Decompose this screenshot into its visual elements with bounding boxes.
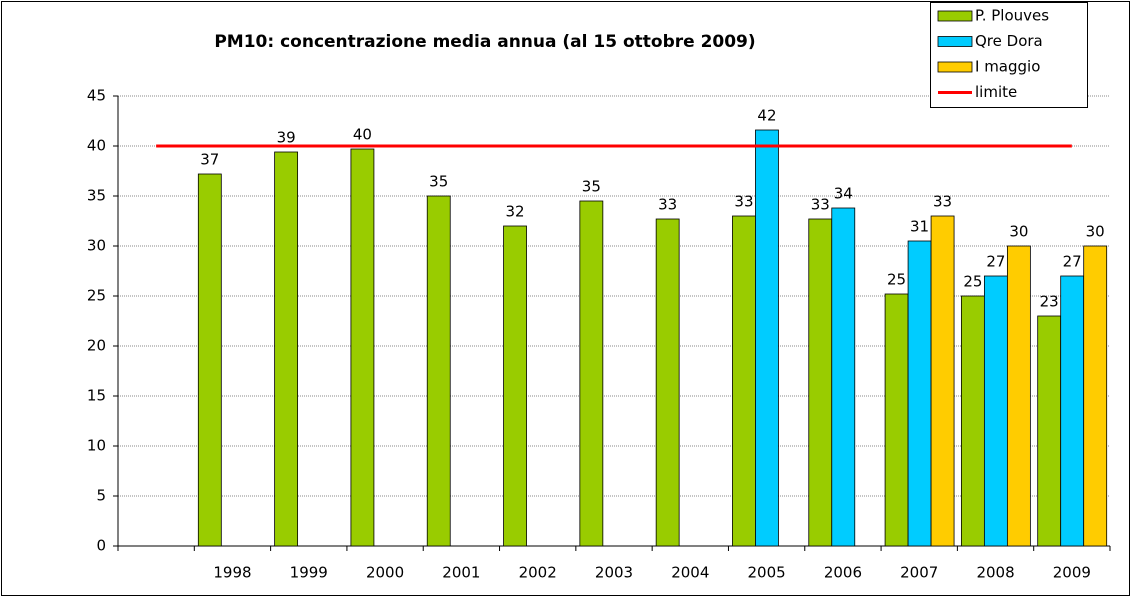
data-label: 35: [429, 173, 448, 191]
data-label: 40: [353, 126, 372, 144]
legend-label: P. Plouves: [975, 7, 1049, 25]
y-tick-label: 40: [87, 137, 106, 155]
data-label: 25: [963, 273, 982, 291]
x-tick-label: 2006: [824, 564, 862, 582]
bar: [960, 295, 985, 547]
data-label: 33: [933, 193, 952, 211]
bar: [655, 218, 680, 547]
x-tick-label: 2004: [671, 564, 709, 582]
bar: [197, 173, 222, 547]
bar: [426, 195, 451, 547]
bar: [983, 275, 1008, 547]
bar: [755, 129, 779, 547]
x-tick-label: 1998: [213, 564, 251, 582]
y-tick-label: 25: [87, 287, 106, 305]
bar: [907, 240, 932, 547]
bar: [831, 207, 856, 547]
data-label: 30: [1009, 223, 1028, 241]
data-label: 42: [757, 107, 776, 125]
y-tick-label: 0: [96, 537, 106, 555]
data-label: 23: [1040, 293, 1059, 311]
legend-swatch: [937, 10, 973, 22]
legend-swatch: [937, 36, 973, 47]
legend-label: limite: [975, 83, 1017, 101]
x-tick-label: 2002: [519, 564, 557, 582]
x-tick-label: 2005: [748, 564, 786, 582]
bar: [884, 293, 909, 547]
bar: [1060, 275, 1085, 547]
y-tick-label: 35: [87, 187, 106, 205]
chart-title: PM10: concentrazione media annua (al 15 …: [214, 32, 755, 52]
bar: [1006, 245, 1031, 547]
x-tick-label: 2003: [595, 564, 633, 582]
bar: [1083, 245, 1108, 547]
legend-swatch: [937, 61, 973, 73]
data-label: 32: [505, 203, 524, 221]
data-label: 35: [582, 178, 601, 196]
x-tick-label: 2001: [442, 564, 480, 582]
data-label: 27: [986, 253, 1005, 271]
data-label: 30: [1086, 223, 1105, 241]
legend-label: I maggio: [975, 58, 1040, 76]
y-tick-label: 5: [96, 487, 106, 505]
y-tick-label: 15: [87, 387, 106, 405]
data-label: 33: [811, 196, 830, 214]
bar: [274, 151, 299, 547]
bar: [350, 148, 375, 547]
data-label: 31: [910, 218, 929, 236]
bar: [1037, 315, 1062, 547]
legend-label: Qre Dora: [975, 32, 1043, 50]
x-tick-label: 2008: [976, 564, 1014, 582]
y-tick-label: 45: [87, 87, 106, 105]
bar: [732, 215, 756, 547]
y-tick-label: 30: [87, 237, 106, 255]
data-label: 27: [1063, 253, 1082, 271]
bar: [808, 218, 833, 547]
x-tick-label: 1999: [290, 564, 328, 582]
data-label: 37: [200, 151, 219, 169]
data-label: 34: [834, 185, 853, 203]
x-tick-label: 2009: [1053, 564, 1091, 582]
data-label: 33: [734, 193, 753, 211]
data-label: 25: [887, 271, 906, 289]
bar: [503, 225, 527, 547]
bar: [930, 215, 955, 547]
x-tick-label: 2007: [900, 564, 938, 582]
y-tick-label: 10: [87, 437, 106, 455]
data-label: 33: [658, 196, 677, 214]
y-tick-label: 20: [87, 337, 106, 355]
x-tick-label: 2000: [366, 564, 404, 582]
data-label: 39: [277, 129, 296, 147]
bar: [579, 200, 604, 547]
